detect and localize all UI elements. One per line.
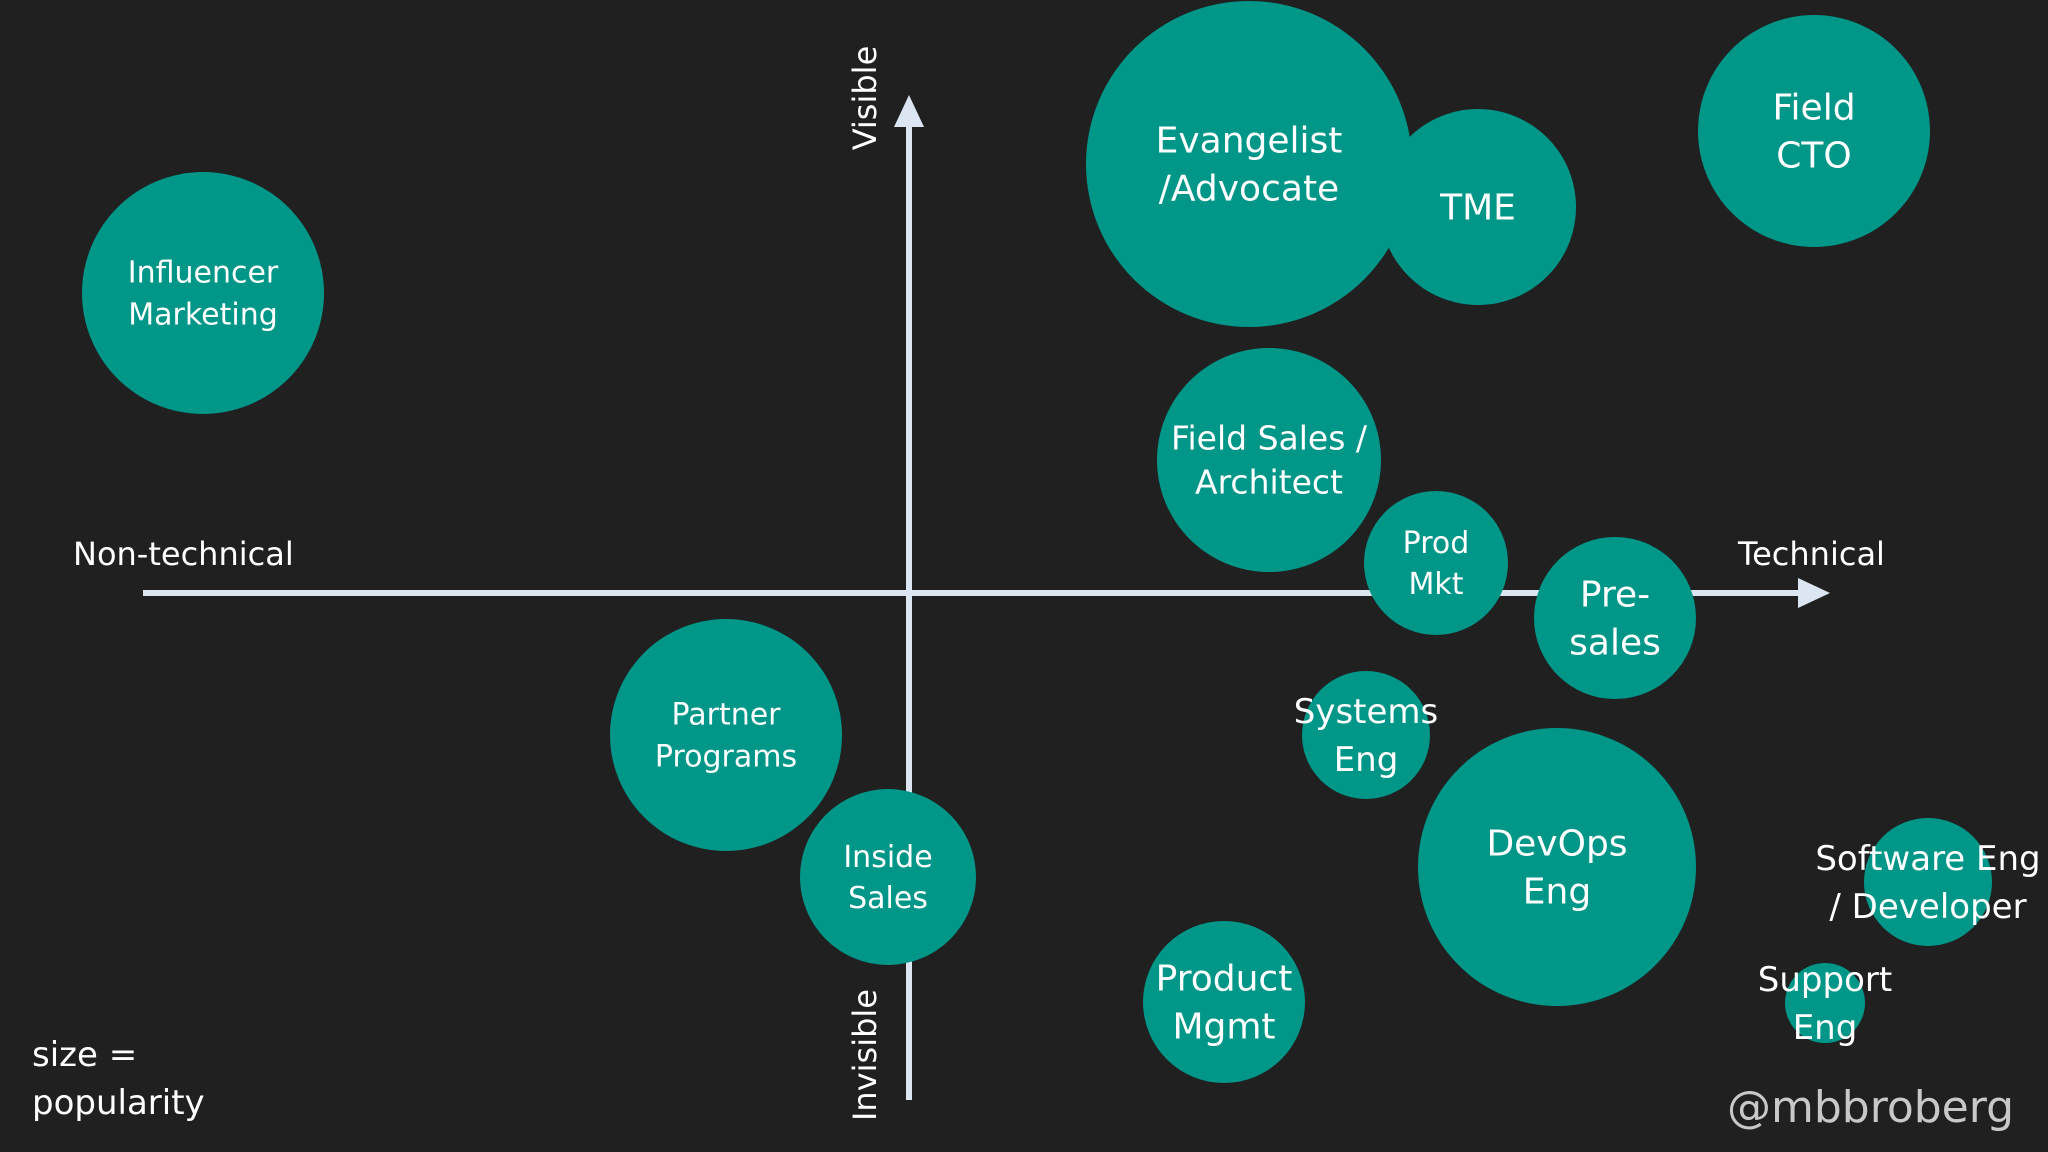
size-legend: size = popularity	[32, 1035, 205, 1123]
bubble-label-systems-eng-line1: Systems	[1294, 692, 1439, 732]
y-axis-bottom-label: Invisible	[846, 989, 884, 1121]
bubble-label-pre-sales-line2: sales	[1569, 623, 1661, 664]
bubble-label-evangelist-advocate-line2: /Advocate	[1159, 169, 1339, 210]
bubble-software-eng-developer: Software Eng / Developer	[1815, 818, 2041, 946]
bubble-field-cto: Field CTO	[1698, 15, 1930, 247]
bubble-label-influencer-marketing-line1: Influencer	[128, 256, 279, 291]
bubble-tme: TME	[1380, 109, 1576, 305]
bubble-field-sales-architect: Field Sales / Architect	[1157, 348, 1381, 572]
author-credit: @mbbroberg	[1727, 1082, 2014, 1133]
bubble-label-devops-eng-line2: Eng	[1523, 872, 1591, 913]
bubble-label-support-eng-line2: Eng	[1793, 1008, 1858, 1048]
bubble-label-software-eng-developer-line1: Software Eng	[1815, 839, 2040, 879]
bubble-influencer-marketing: Influencer Marketing	[82, 172, 324, 414]
bubble-circle-tme	[1380, 109, 1576, 305]
bubble-label-field-sales-architect-line1: Field Sales /	[1171, 419, 1368, 458]
bubble-label-pre-sales-line1: Pre-	[1580, 575, 1650, 616]
bubble-label-tme-line1: TME	[1439, 188, 1516, 229]
size-legend-line1: size =	[32, 1035, 137, 1075]
bubble-label-prod-mkt-line1: Prod	[1403, 526, 1470, 561]
bubble-label-support-eng-line1: Support	[1758, 960, 1892, 1000]
bubbles: Influencer Marketing Evangelist/Advocate TM…	[82, 1, 2041, 1083]
bubble-label-inside-sales-line2: Sales	[848, 881, 928, 916]
bubble-circle-support-eng	[1785, 963, 1865, 1043]
bubble-prod-mkt: Prod Mkt	[1364, 491, 1508, 635]
bubble-circle-devops-eng	[1418, 728, 1696, 1006]
bubble-circle-partner-programs	[610, 619, 842, 851]
bubble-inside-sales: Inside Sales	[800, 789, 976, 965]
bubble-label-systems-eng-line2: Eng	[1334, 740, 1399, 780]
bubble-circle-field-cto	[1698, 15, 1930, 247]
bubble-circle-software-eng-developer	[1864, 818, 1992, 946]
y-axis-arrowhead	[894, 95, 924, 127]
bubble-pre-sales: Pre-sales	[1534, 537, 1696, 699]
bubble-label-partner-programs-line2: Programs	[655, 740, 797, 775]
bubble-circle-field-sales-architect	[1157, 348, 1381, 572]
bubble-circle-prod-mkt	[1364, 491, 1508, 635]
size-legend-line2: popularity	[32, 1083, 205, 1123]
x-axis-arrowhead	[1798, 578, 1830, 608]
bubble-label-product-mgmt-line2: Mgmt	[1172, 1007, 1275, 1048]
bubble-circle-pre-sales	[1534, 537, 1696, 699]
x-axis-right-label: Technical	[1737, 535, 1885, 573]
bubble-circle-evangelist-advocate	[1086, 1, 1412, 327]
bubble-circle-systems-eng	[1302, 671, 1430, 799]
bubble-support-eng: Support Eng	[1758, 960, 1892, 1048]
bubble-label-influencer-marketing-line2: Marketing	[128, 298, 278, 333]
bubble-label-product-mgmt-line1: Product	[1156, 959, 1293, 1000]
bubble-label-field-sales-architect-line2: Architect	[1195, 463, 1343, 502]
bubble-label-evangelist-advocate-line1: Evangelist	[1156, 121, 1343, 162]
bubble-circle-influencer-marketing	[82, 172, 324, 414]
x-axis-left-label: Non-technical	[73, 535, 294, 573]
bubble-devops-eng: DevOps Eng	[1418, 728, 1696, 1006]
bubble-product-mgmt: Product Mgmt	[1143, 921, 1305, 1083]
bubble-label-inside-sales-line1: Inside	[843, 840, 932, 875]
bubble-circle-product-mgmt	[1143, 921, 1305, 1083]
bubble-label-prod-mkt-line2: Mkt	[1408, 567, 1463, 602]
bubble-label-devops-eng-line1: DevOps	[1486, 824, 1627, 865]
bubble-label-partner-programs-line1: Partner	[671, 698, 781, 733]
bubble-partner-programs: Partner Programs	[610, 619, 842, 851]
bubble-circle-inside-sales	[800, 789, 976, 965]
y-axis-top-label: Visible	[846, 46, 884, 151]
bubble-label-software-eng-developer-line2: / Developer	[1829, 887, 2026, 927]
bubble-evangelist-advocate: Evangelist/Advocate	[1086, 1, 1412, 327]
bubble-label-field-cto-line1: Field	[1772, 88, 1855, 129]
bubble-systems-eng: Systems Eng	[1294, 671, 1439, 799]
bubble-label-field-cto-line2: CTO	[1776, 136, 1851, 177]
